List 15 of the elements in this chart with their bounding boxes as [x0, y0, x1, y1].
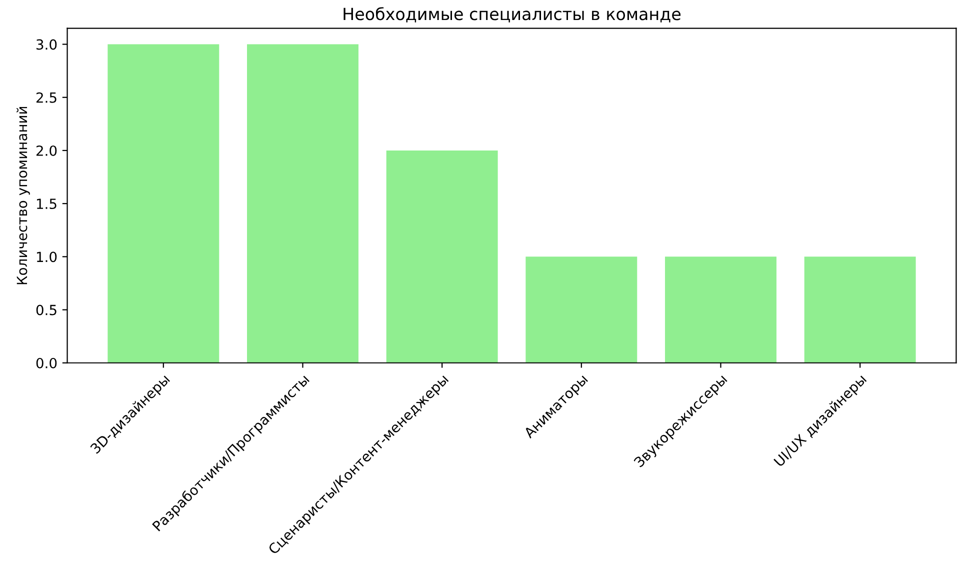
- bar: [247, 44, 358, 363]
- chart-title: Необходимые специалисты в команде: [344, 7, 681, 22]
- bar: [386, 150, 498, 363]
- bar: [804, 256, 916, 363]
- y-tick-label: 0.0: [36, 358, 57, 368]
- y-axis-title: Количество упоминаний: [16, 106, 30, 284]
- y-tick-label: 3.0: [36, 39, 57, 50]
- bar: [526, 256, 638, 363]
- y-tick-label: 2.0: [36, 145, 57, 156]
- y-tick-label: 0.5: [36, 304, 56, 316]
- bar: [664, 256, 776, 363]
- bar: [108, 44, 220, 363]
- y-tick-label: 1.0: [36, 252, 57, 262]
- y-tick-label: 1.5: [36, 198, 56, 210]
- y-tick-label: 2.5: [36, 92, 56, 103]
